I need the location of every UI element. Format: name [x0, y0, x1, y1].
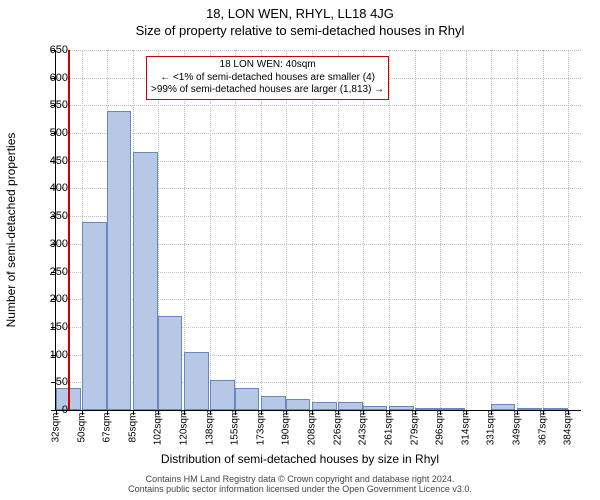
footer-text: Contains HM Land Registry data © Crown c… [0, 474, 600, 495]
xtick-label: 243sqm [357, 410, 368, 446]
xtick-label: 120sqm [178, 410, 189, 446]
histogram-bar [338, 402, 363, 410]
xtick-label: 173sqm [256, 410, 267, 446]
histogram-bar [158, 316, 183, 410]
histogram-bar [286, 399, 311, 410]
gridline-v [389, 50, 390, 410]
xtick-label: 349sqm [512, 410, 523, 446]
xtick-label: 190sqm [280, 410, 291, 446]
gridline-v [440, 50, 441, 410]
xtick-label: 226sqm [333, 410, 344, 446]
ytick-label: 350 [28, 210, 68, 222]
histogram-bar [133, 152, 158, 410]
gridline-h [56, 50, 581, 51]
gridline-v [261, 50, 262, 410]
ytick-label: 0 [28, 404, 68, 416]
annotation-box: 18 LON WEN: 40sqm← <1% of semi-detached … [146, 56, 389, 100]
xtick-label: 384sqm [562, 410, 573, 446]
chart-container: 18, LON WEN, RHYL, LL18 4JG Size of prop… [0, 0, 600, 500]
histogram-bar [210, 380, 235, 410]
xtick-label: 279sqm [410, 410, 421, 446]
xtick-label: 296sqm [434, 410, 445, 446]
gridline-v [338, 50, 339, 410]
xtick-label: 314sqm [461, 410, 472, 446]
histogram-bar [107, 111, 132, 410]
gridline-v [210, 50, 211, 410]
histogram-bar [440, 408, 465, 410]
histogram-bar [415, 408, 440, 410]
ytick-label: 400 [28, 182, 68, 194]
page-address: 18, LON WEN, RHYL, LL18 4JG [0, 0, 600, 21]
xtick-label: 208sqm [306, 410, 317, 446]
histogram-bar [261, 396, 286, 410]
ytick-label: 550 [28, 99, 68, 111]
ytick-label: 500 [28, 127, 68, 139]
annotation-line1: 18 LON WEN: 40sqm [151, 59, 384, 72]
xtick-label: 50sqm [77, 412, 88, 442]
plot-area: 32sqm50sqm67sqm85sqm102sqm120sqm138sqm15… [55, 50, 580, 410]
gridline-v [543, 50, 544, 410]
ytick-label: 250 [28, 266, 68, 278]
ytick-label: 100 [28, 349, 68, 361]
ytick-label: 300 [28, 238, 68, 250]
histogram-bar [389, 406, 414, 410]
histogram-bar [235, 388, 260, 410]
ytick-label: 50 [28, 376, 68, 388]
ytick-label: 600 [28, 72, 68, 84]
ytick-label: 450 [28, 155, 68, 167]
gridline-v [466, 50, 467, 410]
xtick-label: 32sqm [51, 412, 62, 442]
histogram-bar [517, 408, 542, 410]
gridline-v [517, 50, 518, 410]
y-axis-label: Number of semi-detached properties [4, 133, 18, 328]
annotation-line2: ← <1% of semi-detached houses are smalle… [151, 72, 384, 85]
histogram-bar [82, 222, 107, 410]
xtick-label: 367sqm [538, 410, 549, 446]
xtick-label: 67sqm [101, 412, 112, 442]
ytick-label: 650 [28, 44, 68, 56]
gridline-v [568, 50, 569, 410]
footer-line2: Contains public sector information licen… [0, 484, 600, 494]
xtick-label: 261sqm [384, 410, 395, 446]
xtick-label: 331sqm [485, 410, 496, 446]
gridline-v [491, 50, 492, 410]
gridline-v [363, 50, 364, 410]
ytick-label: 200 [28, 293, 68, 305]
histogram-bar [312, 402, 337, 410]
ytick-label: 150 [28, 321, 68, 333]
histogram-bar [491, 404, 516, 410]
xtick-label: 155sqm [229, 410, 240, 446]
gridline-v [235, 50, 236, 410]
gridline-v [286, 50, 287, 410]
xtick-label: 138sqm [205, 410, 216, 446]
gridline-v [312, 50, 313, 410]
annotation-line3: >99% of semi-detached houses are larger … [151, 84, 384, 97]
gridline-h [56, 105, 581, 106]
gridline-v [415, 50, 416, 410]
footer-line1: Contains HM Land Registry data © Crown c… [0, 474, 600, 484]
histogram-bar [543, 408, 568, 410]
histogram-bar [184, 352, 209, 410]
gridline-h [56, 133, 581, 134]
x-axis-label: Distribution of semi-detached houses by … [0, 452, 600, 466]
xtick-label: 102sqm [152, 410, 163, 446]
xtick-label: 85sqm [128, 412, 139, 442]
page-subtitle: Size of property relative to semi-detach… [0, 21, 600, 38]
histogram-bar [363, 406, 388, 410]
